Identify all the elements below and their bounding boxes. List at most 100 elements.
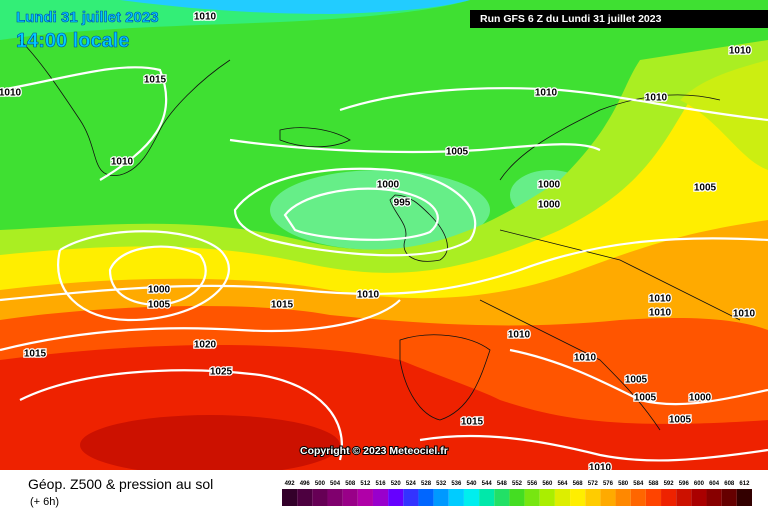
- legend-label: 548: [497, 481, 508, 487]
- isobar-label: 1000: [538, 200, 561, 211]
- isobar-label: 1010: [508, 330, 531, 341]
- legend-swatch: [676, 489, 692, 506]
- legend-swatch: [570, 489, 586, 506]
- run-label: Run GFS 6 Z du Lundi 31 juillet 2023: [480, 13, 662, 25]
- isobar-label: 1010: [357, 290, 380, 301]
- isobar-labels: 1010 1010 1015 1010 1010 1010 1005 1010 1005 1000…: [0, 10, 757, 475]
- isobar-label: 995: [394, 198, 411, 209]
- legend-label: 592: [664, 481, 675, 487]
- background-field: [0, 0, 768, 475]
- legend-label: 564: [557, 481, 568, 487]
- legend-label: 604: [709, 481, 720, 487]
- isobar-label: 1015: [144, 75, 167, 86]
- legend-label: 560: [542, 481, 553, 487]
- legend-label: 584: [633, 481, 644, 487]
- isobars: [0, 66, 768, 462]
- footer-lead: (+ 6h): [30, 496, 59, 508]
- time-label: 14:00 locale: [16, 30, 129, 52]
- legend-label: 580: [618, 481, 629, 487]
- legend-swatch: [615, 489, 631, 506]
- header: Lundi 31 juillet 2023 14:00 locale Run G…: [16, 9, 768, 52]
- footer-title: Géop. Z500 & pression au sol: [28, 476, 213, 492]
- isobar-label: 1010: [194, 12, 217, 23]
- isobar-label: 1010: [111, 157, 134, 168]
- coastlines: [19, 39, 741, 431]
- legend-label: 556: [527, 481, 538, 487]
- legend-label: 572: [588, 481, 599, 487]
- isobar-label: 1010: [645, 93, 668, 104]
- legend-swatch: [509, 489, 525, 506]
- isobar-label: 1010: [733, 309, 756, 320]
- legend-label: 496: [300, 481, 311, 487]
- date-label: Lundi 31 juillet 2023: [16, 9, 159, 26]
- isobar-label: 1005: [669, 415, 692, 426]
- isobar-label: 1010: [729, 46, 752, 57]
- legend-swatch: [645, 489, 662, 506]
- legend-label: 600: [694, 481, 705, 487]
- legend-label: 504: [330, 481, 341, 487]
- legend-swatch: [706, 489, 722, 506]
- legend-label: 516: [376, 481, 387, 487]
- isobar-label: 1000: [377, 180, 400, 191]
- legend-swatch: [372, 489, 389, 506]
- legend-label: 608: [724, 481, 735, 487]
- isobar-label: 1015: [461, 417, 484, 428]
- legend-swatch: [524, 489, 540, 506]
- legend-label: 588: [648, 481, 659, 487]
- legend-swatch: [418, 489, 434, 506]
- legend-swatch: [661, 489, 677, 506]
- legend-label: 576: [603, 481, 614, 487]
- legend-swatch: [463, 489, 480, 506]
- legend-label: 532: [436, 481, 447, 487]
- legend-label: 544: [482, 481, 493, 487]
- isobar-label: 1015: [24, 349, 47, 360]
- legend-label: 552: [512, 481, 523, 487]
- legend-label: 520: [391, 481, 402, 487]
- isobar-label: 1005: [625, 375, 648, 386]
- legend-swatch: [554, 489, 571, 506]
- legend-swatch: [494, 489, 510, 506]
- legend-swatch: [448, 489, 464, 506]
- legend-swatch: [327, 489, 343, 506]
- isobar-label: 1000: [148, 285, 171, 296]
- isobar-label: 1000: [538, 180, 561, 191]
- legend-swatch: [736, 489, 752, 506]
- isobar-label: 1020: [194, 340, 217, 351]
- legend-label: 536: [451, 481, 462, 487]
- run-box: [470, 10, 768, 28]
- isobar-label: 1005: [446, 147, 469, 158]
- legend-swatch: [539, 489, 555, 506]
- legend-swatch: [357, 489, 373, 506]
- legend-label: 568: [573, 481, 584, 487]
- legend-swatch: [282, 489, 298, 506]
- legend-swatch: [630, 489, 646, 506]
- legend-label: 596: [679, 481, 690, 487]
- isobar-label: 1005: [148, 300, 171, 311]
- legend-label: 512: [360, 481, 371, 487]
- legend-swatch: [721, 489, 737, 506]
- isobar-label: 1010: [535, 88, 558, 99]
- legend-label: 500: [315, 481, 326, 487]
- legend-swatch: [403, 489, 419, 506]
- isobar-label: 1025: [210, 367, 233, 378]
- legend: 492 496 500 504 508 512 516 520 524 528 532 536 540 5…: [282, 481, 752, 506]
- isobar-label: 1010: [649, 294, 672, 305]
- legend-label: 508: [345, 481, 356, 487]
- legend-swatch: [691, 489, 707, 506]
- legend-label: 528: [421, 481, 432, 487]
- legend-swatch: [600, 489, 616, 506]
- legend-swatch: [297, 489, 313, 506]
- isobar-label: 1010: [574, 353, 597, 364]
- legend-swatch: [585, 489, 601, 506]
- isobar-label: 1010: [649, 308, 672, 319]
- legend-swatch: [342, 489, 358, 506]
- legend-swatch: [312, 489, 328, 506]
- legend-label: 612: [739, 481, 750, 487]
- isobar-label: 1010: [0, 88, 22, 99]
- legend-label: 540: [467, 481, 478, 487]
- isobar-label: 1005: [694, 183, 717, 194]
- legend-swatch: [388, 489, 404, 506]
- copyright: Copyright © 2023 Meteociel.fr: [300, 445, 448, 457]
